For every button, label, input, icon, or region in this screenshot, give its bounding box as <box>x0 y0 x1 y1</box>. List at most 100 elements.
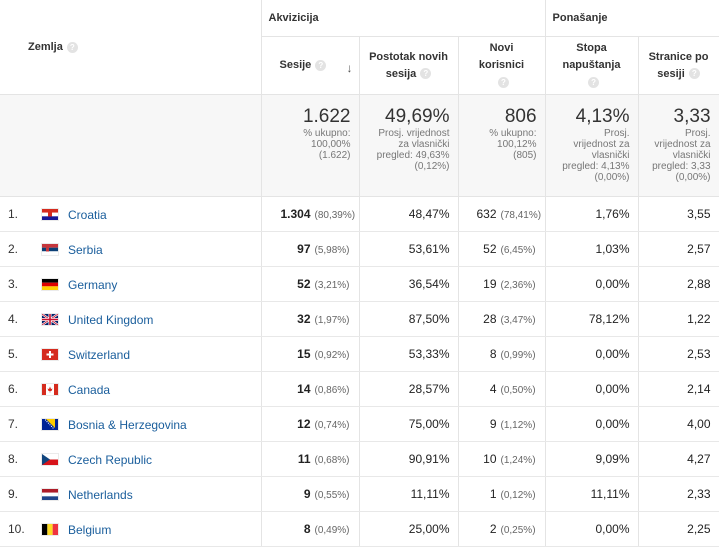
country-link[interactable]: Czech Republic <box>68 452 153 467</box>
new-users-cell: 19 (2,36%) <box>458 266 546 302</box>
row-rank: 3. <box>8 276 19 291</box>
bounce-cell: 1,76% <box>545 196 639 232</box>
sessions-value: 1.304 <box>280 207 311 221</box>
totals-dimension-cell <box>0 94 262 197</box>
country-link[interactable]: United Kingdom <box>68 312 154 327</box>
country-link[interactable]: Croatia <box>68 207 107 222</box>
new-users-cell: 2 (0,25%) <box>458 511 546 547</box>
sessions-cell: 12 (0,74%) <box>261 406 360 442</box>
help-icon[interactable]: ? <box>588 76 600 88</box>
group-acquisition: Akvizicija <box>261 0 546 37</box>
new-sessions-header[interactable]: Postotak novih sesija? <box>359 36 459 95</box>
dimension-cell: 6. Canada <box>0 371 262 407</box>
country-link[interactable]: Switzerland <box>68 347 131 362</box>
sessions-pct: (80,39%) <box>314 210 356 221</box>
flag-icon <box>42 278 58 290</box>
sessions-value: 52 <box>297 277 311 291</box>
totals-sessions: 1.622 % ukupno: 100,00% (1.622) <box>261 94 360 197</box>
table-row: 8. Czech Republic 11 (0,68%) 90,91% 10 (1,24%)… <box>0 441 719 477</box>
row-rank: 10. <box>8 521 25 536</box>
new-users-cell: 4 (0,50%) <box>458 371 546 407</box>
new-users-pct: (0,99%) <box>500 350 536 361</box>
new-users-label-1: Novi <box>489 42 514 54</box>
totals-new-sessions-l2: za vlasnički <box>398 139 450 150</box>
pages-label-2: sesiji <box>657 67 685 80</box>
new-sessions-cell: 87,50% <box>359 301 459 337</box>
row-rank: 9. <box>8 486 19 501</box>
sessions-value: 15 <box>297 347 311 361</box>
help-icon[interactable]: ? <box>315 59 327 71</box>
sessions-header[interactable]: Sesije? ↓ <box>261 36 360 95</box>
table-row: 6. Canada 14 (0,86%) 28,57% 4 (0,50%) 0,00% 2,14 <box>0 371 719 407</box>
flag-icon <box>42 523 58 535</box>
new-users-pct: (2,36%) <box>500 280 536 291</box>
totals-bounce-l2: vrijednost za <box>573 139 630 150</box>
new-users-header[interactable]: Novi korisnici ? <box>458 36 546 95</box>
dimension-cell: 8. Czech Republic <box>0 441 262 477</box>
new-users-pct: (1,24%) <box>500 455 536 466</box>
new-users-value: 28 <box>483 312 497 326</box>
new-users-value: 2 <box>489 522 497 536</box>
help-icon[interactable]: ? <box>66 41 78 53</box>
sessions-value: 32 <box>297 312 311 326</box>
bounce-cell: 0,00% <box>545 266 639 302</box>
dimension-cell: 5. Switzerland <box>0 336 262 372</box>
totals-bounce-l3: vlasnički <box>591 150 630 161</box>
new-sessions-cell: 90,91% <box>359 441 459 477</box>
row-rank: 4. <box>8 311 19 326</box>
totals-sessions-l1: % ukupno: <box>303 128 351 139</box>
sessions-value: 8 <box>303 522 311 536</box>
sessions-cell: 8 (0,49%) <box>261 511 360 547</box>
new-users-cell: 52 (6,45%) <box>458 231 546 267</box>
country-link[interactable]: Netherlands <box>68 487 133 502</box>
totals-pages-l2: vrijednost za <box>654 139 711 150</box>
sessions-value: 9 <box>303 487 311 501</box>
new-users-cell: 10 (1,24%) <box>458 441 546 477</box>
pages-cell: 2,53 <box>638 336 719 372</box>
country-link[interactable]: Germany <box>68 277 118 292</box>
country-link[interactable]: Serbia <box>68 242 103 257</box>
new-users-pct: (3,47%) <box>500 315 536 326</box>
country-link[interactable]: Bosnia & Herzegovina <box>68 417 187 432</box>
totals-pages-l5: (0,00%) <box>675 172 711 183</box>
pages-cell: 2,57 <box>638 231 719 267</box>
sessions-cell: 11 (0,68%) <box>261 441 360 477</box>
help-icon[interactable]: ? <box>688 68 700 80</box>
dimension-cell: 2. Serbia <box>0 231 262 267</box>
sessions-value: 97 <box>297 242 311 256</box>
totals-new-users-l2: 100,12% <box>497 139 537 150</box>
pages-cell: 2,25 <box>638 511 719 547</box>
country-link[interactable]: Canada <box>68 382 111 397</box>
dimension-header[interactable]: Zemlja? <box>0 0 262 95</box>
bounce-cell: 1,03% <box>545 231 639 267</box>
sessions-pct: (0,92%) <box>314 350 350 361</box>
sessions-cell: 14 (0,86%) <box>261 371 360 407</box>
pages-header[interactable]: Stranice po sesiji? <box>638 36 719 95</box>
dimension-cell: 7. Bosnia & Herzegovina <box>0 406 262 442</box>
dimension-label: Zemlja <box>28 41 63 53</box>
country-link[interactable]: Belgium <box>68 522 112 537</box>
flag-icon <box>42 418 58 430</box>
sessions-cell: 1.304 (80,39%) <box>261 196 360 232</box>
help-icon[interactable]: ? <box>498 76 509 88</box>
totals-pages-l4: pregled: 3,33 <box>652 161 711 172</box>
row-rank: 6. <box>8 381 19 396</box>
pages-label-1: Stranice po <box>648 50 709 63</box>
totals-pages-l3: vlasnički <box>672 150 711 161</box>
table-row: 9. Netherlands 9 (0,55%) 11,11% 1 (0,12%) 11,11… <box>0 476 719 512</box>
bounce-cell: 9,09% <box>545 441 639 477</box>
sessions-pct: (0,68%) <box>314 455 350 466</box>
new-users-value: 52 <box>483 242 497 256</box>
sort-desc-icon[interactable]: ↓ <box>346 61 353 75</box>
new-users-cell: 8 (0,99%) <box>458 336 546 372</box>
help-icon[interactable]: ? <box>420 68 432 80</box>
new-sessions-cell: 36,54% <box>359 266 459 302</box>
sessions-cell: 15 (0,92%) <box>261 336 360 372</box>
table-row: 1. Croatia 1.304 (80,39%) 48,47% 632 (78,41%) 1… <box>0 196 719 232</box>
bounce-header[interactable]: Stopa napuštanja ? <box>545 36 639 95</box>
totals-pages-value: 3,33 <box>673 106 711 127</box>
new-sessions-cell: 48,47% <box>359 196 459 232</box>
new-users-cell: 1 (0,12%) <box>458 476 546 512</box>
new-users-pct: (78,41%) <box>500 210 542 221</box>
flag-icon <box>42 453 58 465</box>
